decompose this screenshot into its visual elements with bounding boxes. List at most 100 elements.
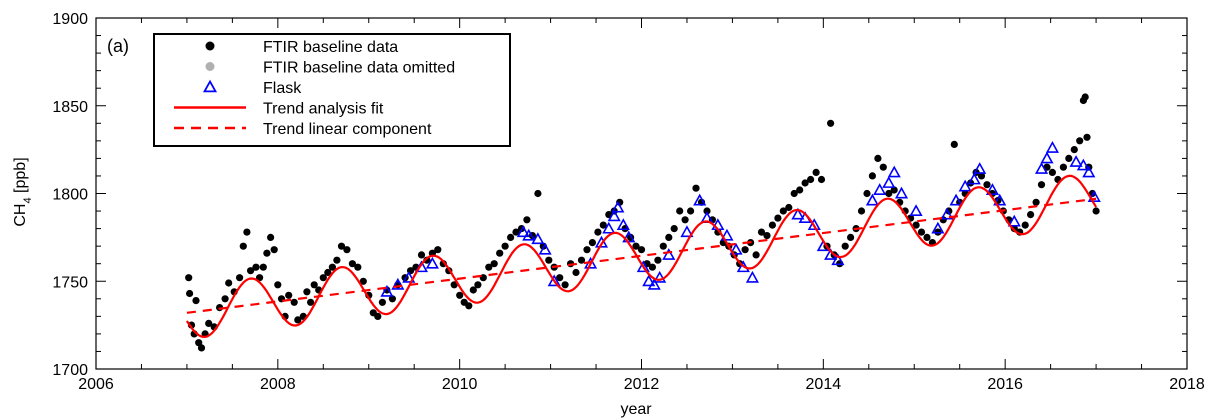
y-axis-title: CH4 [ppb] [12,157,34,226]
legend-label: Trend linear component [263,121,432,138]
ftir-point [1092,207,1100,215]
ftir-point [863,189,871,198]
ftir-point [267,233,275,241]
ftir-point [1037,181,1046,189]
ftir-point [874,154,882,162]
flask-point [973,162,987,174]
x-tick-label: 2012 [624,376,660,393]
y-tick-label: 1900 [52,11,88,28]
flask-point [958,179,972,192]
ftir-point [665,233,673,241]
ftir-point [1070,146,1078,154]
axes: 2006 2008 2010 2012 2014 2016 2018 1700 1750 1800… [52,11,1204,393]
ftir-point [637,246,646,254]
ftir-point [1027,211,1035,219]
ftir-point [588,239,597,247]
ftir-point [378,298,386,306]
ftir-point [243,228,251,236]
ftir-point [545,256,553,264]
ftir-point [236,274,244,282]
ftir-point [290,298,298,306]
legend-marker-circle [205,62,215,71]
flask-point [662,248,676,260]
flask-point [636,260,650,273]
x-tick-label: 2006 [78,376,114,393]
flask-point [720,228,734,241]
y-axis-title-unit: [ppb] [12,157,29,197]
ftir-point [496,249,504,257]
ftir-point [817,175,826,184]
ftir-point [274,281,282,289]
ftir-point [417,251,426,259]
ftir-point [857,207,866,215]
y-tick-label: 1800 [52,187,88,204]
flask-point [616,218,630,231]
ftir-point [1032,198,1040,206]
ftir-point [469,286,477,294]
ftir-point [221,295,229,303]
flask-point [391,277,405,290]
ftir-point [757,228,766,236]
flask-point [807,218,821,231]
legend-label: FTIR baseline data omitted [263,60,455,77]
ftir-point [294,316,302,324]
ftir-point [687,207,695,215]
flask-point [729,242,743,255]
flask-point [931,221,945,234]
ftir-point [359,277,367,285]
ftir-point [923,233,931,241]
ftir-point [692,184,700,192]
legend: FTIR baseline data FTIR baseline data omi… [153,33,511,147]
ftir-point [197,344,206,352]
ftir-point [307,298,315,306]
ftir-point [659,242,667,250]
ftir-point [263,249,271,257]
y-axis-title-sub: 4 [22,197,34,203]
flask-point [882,176,896,188]
flask-point [642,274,656,287]
ftir-point [676,207,684,215]
flask-point [1007,214,1021,227]
x-axis-title: year [620,401,652,418]
flask-point [909,204,923,217]
flask-point [1069,155,1083,167]
ftir-point [594,228,602,236]
ftir-point [917,228,926,236]
ftir-point [681,216,689,224]
ftir-point [333,256,341,264]
ftir-point [812,168,820,176]
flask-point [380,284,394,297]
ftir-point [785,203,793,212]
ftir-point [328,263,336,271]
ftir-point [490,260,498,268]
ftir-point [259,263,267,271]
ftir-point [450,281,458,289]
flask-point [1034,162,1049,174]
ftir-point [801,179,809,187]
flask-point [791,207,805,220]
ftir-point [703,207,711,215]
y-tick-label: 1850 [52,99,88,116]
ftir-point [303,288,311,296]
ftir-point [501,242,509,250]
ftir-point [779,207,787,215]
flask-point [402,270,416,283]
ftir-point [270,246,278,254]
ftir-point [632,242,640,250]
ftir-point [879,163,887,171]
flask-point [1040,151,1054,164]
flask-point [1045,141,1060,153]
ftir-point [523,216,531,224]
flask-point [1076,158,1090,171]
ftir-point [654,256,662,264]
ftir-point [324,268,332,277]
flask-point [516,225,530,238]
ftir-point [205,319,213,327]
x-tick-label: 2010 [442,376,478,393]
flask-point [531,232,545,245]
ftir-point [983,181,991,189]
ftir-point [186,289,194,298]
ftir-point [310,281,318,289]
ftir-point [185,274,193,282]
